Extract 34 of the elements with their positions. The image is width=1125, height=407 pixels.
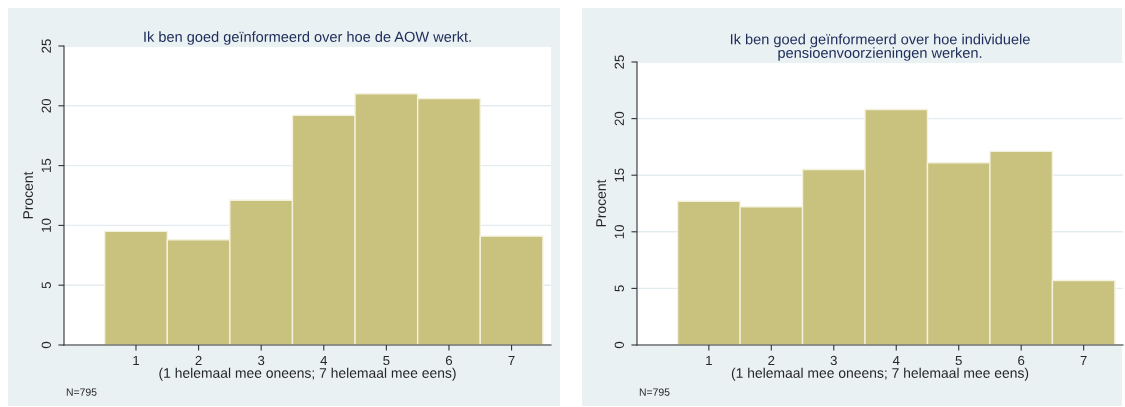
x-axis-title: (1 helemaal mee oneens; 7 helemaal mee eens) <box>159 367 456 381</box>
x-tick-label: 4 <box>320 355 328 365</box>
y-tick-label: 10 <box>41 218 51 232</box>
y-tick-label: 25 <box>614 55 624 69</box>
y-tick-label: 10 <box>614 224 624 239</box>
y-tick-label: 0 <box>614 341 624 349</box>
y-axis-title: Procent <box>596 179 606 227</box>
x-tick-label: 1 <box>706 355 712 365</box>
x-tick-label: 3 <box>830 355 837 366</box>
y-tick-label: 25 <box>41 39 51 53</box>
y-tick-label: 0 <box>41 341 51 349</box>
x-axis-title: (1 helemaal mee oneens; 7 helemaal mee eens) <box>731 367 1029 381</box>
x-tick-label: 2 <box>195 355 202 365</box>
chart-title: Ik ben goed geïnformeerd over hoe de AOW werkt. <box>144 31 471 45</box>
x-tick-label: 7 <box>1080 355 1087 365</box>
text: N=795 <box>66 388 97 396</box>
y-tick-label: 5 <box>614 285 624 292</box>
chart-title: Ik ben goed geïnformeerd over hoe individuele pensioenvoorzieningen werken. <box>730 33 1030 61</box>
y-axis-title: Procent <box>23 171 33 219</box>
y-tick-label: 20 <box>41 98 51 113</box>
x-tick-label: 7 <box>508 355 515 365</box>
x-tick-label: 5 <box>955 355 962 366</box>
y-tick-label: 5 <box>41 282 51 289</box>
x-tick-label: 4 <box>892 355 900 365</box>
text: N=795 <box>639 388 670 396</box>
x-tick-label: 6 <box>445 355 453 366</box>
x-tick-label: 5 <box>383 355 390 366</box>
x-tick-label: 6 <box>1018 355 1025 366</box>
y-tick-label: 15 <box>41 158 51 172</box>
x-tick-label: 2 <box>768 355 775 365</box>
y-tick-label: 15 <box>614 168 624 182</box>
y-tick-label: 20 <box>614 111 624 126</box>
x-tick-label: 3 <box>258 355 265 366</box>
x-tick-label: 1 <box>133 355 140 365</box>
